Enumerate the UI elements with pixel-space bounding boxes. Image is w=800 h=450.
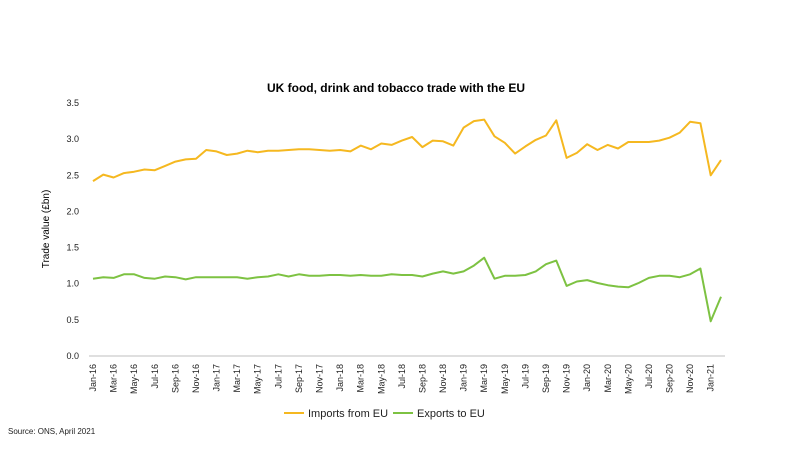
x-tick-label: Sep-16 bbox=[170, 364, 180, 393]
x-tick-label: Jul-19 bbox=[520, 364, 530, 389]
y-tick-label: 0.5 bbox=[66, 315, 79, 325]
x-tick-label: Jul-16 bbox=[150, 364, 160, 389]
x-tick-label: Nov-17 bbox=[314, 364, 324, 393]
x-tick-label: Sep-20 bbox=[665, 364, 675, 393]
legend-label: Imports from EU bbox=[308, 408, 388, 420]
y-tick-label: 3.0 bbox=[66, 134, 79, 144]
y-tick-label: 1.5 bbox=[66, 243, 79, 253]
y-tick-label: 1.0 bbox=[66, 279, 79, 289]
x-tick-label: Jul-20 bbox=[644, 364, 654, 389]
x-tick-label: Sep-19 bbox=[541, 364, 551, 393]
x-tick-label: Mar-16 bbox=[109, 364, 119, 393]
x-tick-label: Nov-19 bbox=[562, 364, 572, 393]
x-tick-label: May-18 bbox=[376, 364, 386, 394]
x-tick-label: Mar-19 bbox=[479, 364, 489, 393]
x-axis: Jan-16 Mar-16 May-16 Jul-16 Sep-16 Nov-16 Jan-… bbox=[88, 364, 716, 394]
exports-series-line bbox=[92, 256, 722, 323]
y-tick-label: 2.5 bbox=[66, 170, 79, 180]
legend: Imports from EU Exports to EU bbox=[284, 408, 485, 420]
x-tick-label: Jan-20 bbox=[582, 364, 592, 392]
x-tick-label: May-17 bbox=[253, 364, 263, 394]
x-tick-label: Jul-17 bbox=[273, 364, 283, 389]
chart-title: UK food, drink and tobacco trade with th… bbox=[267, 81, 525, 95]
x-tick-label: Sep-17 bbox=[294, 364, 304, 393]
legend-label: Exports to EU bbox=[417, 408, 485, 420]
x-tick-label: May-16 bbox=[129, 364, 139, 394]
x-tick-label: Sep-18 bbox=[417, 364, 427, 393]
x-tick-label: Nov-20 bbox=[685, 364, 695, 393]
x-tick-label: Mar-18 bbox=[356, 364, 366, 393]
x-tick-label: May-19 bbox=[500, 364, 510, 394]
x-tick-label: Jul-18 bbox=[397, 364, 407, 389]
x-tick-label: Jan-18 bbox=[335, 364, 345, 392]
y-tick-label: 2.0 bbox=[66, 206, 79, 216]
x-tick-label: Mar-17 bbox=[232, 364, 242, 393]
y-tick-label: 0.0 bbox=[66, 351, 79, 361]
y-axis-title: Trade value (£bn) bbox=[41, 190, 52, 269]
y-tick-label: 3.5 bbox=[66, 98, 79, 108]
x-tick-label: Jan-17 bbox=[212, 364, 222, 392]
x-tick-label: Nov-18 bbox=[438, 364, 448, 393]
source-note: Source: ONS, April 2021 bbox=[8, 427, 96, 436]
x-tick-label: Jan-19 bbox=[459, 364, 469, 392]
x-tick-label: May-20 bbox=[623, 364, 633, 394]
x-tick-label: Mar-20 bbox=[603, 364, 613, 393]
x-tick-label: Nov-16 bbox=[191, 364, 201, 393]
x-tick-label: Jan-16 bbox=[88, 364, 98, 392]
imports-series-line bbox=[92, 118, 722, 182]
y-axis: 0.0 0.5 1.0 1.5 2.0 2.5 3.0 3.5 bbox=[66, 98, 79, 361]
x-tick-label: Jan-21 bbox=[706, 364, 716, 392]
series-layer bbox=[92, 118, 722, 323]
